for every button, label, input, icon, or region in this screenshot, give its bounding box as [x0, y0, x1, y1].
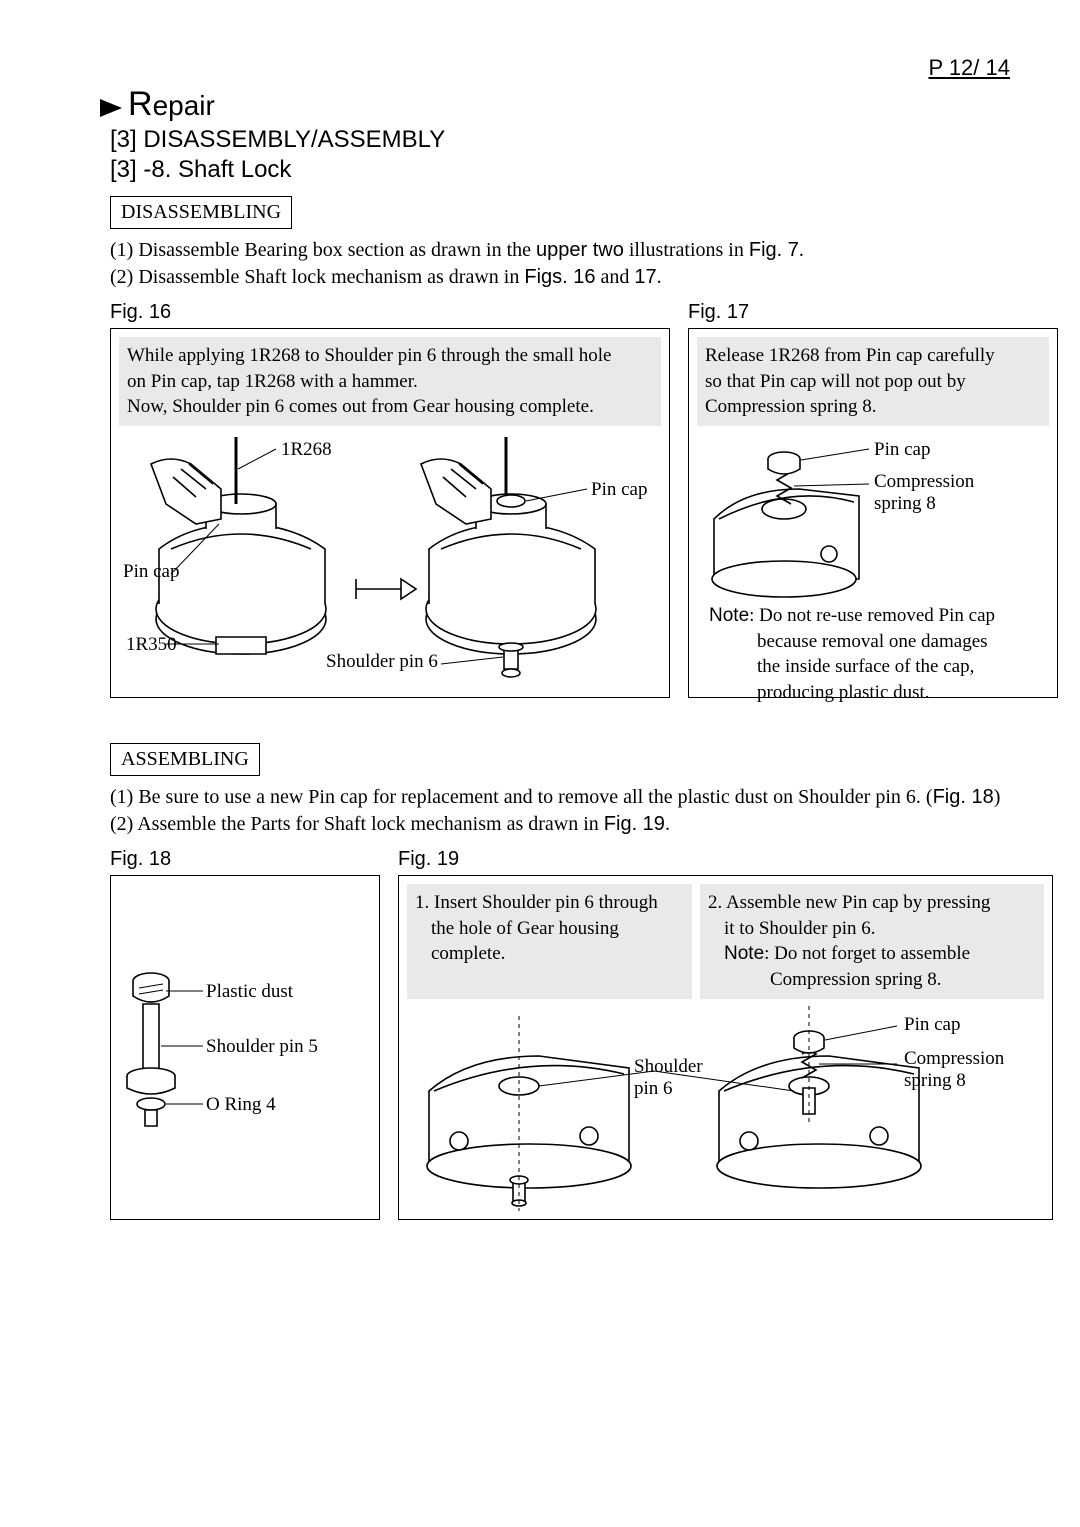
fig16-1r350-label: 1R350: [126, 634, 177, 656]
fig18-oring-label: O Ring 4: [206, 1094, 276, 1116]
disassembling-label: DISASSEMBLING: [110, 196, 292, 229]
fig19-shoulder-label: Shoulderpin 6: [634, 1056, 703, 1100]
fig18-pin-label: Shoulder pin 5: [206, 1036, 318, 1058]
fig19-pincap-label: Pin cap: [904, 1014, 960, 1036]
fig16-caption: While applying 1R268 to Shoulder pin 6 t…: [119, 337, 661, 426]
assembling-step-1: (1) Be sure to use a new Pin cap for rep…: [110, 784, 1020, 811]
arrow-right-icon: [100, 99, 122, 117]
title-initial: R: [128, 85, 153, 123]
fig19-wrapper: Fig. 19 1. Insert Shoulder pin 6 through…: [398, 848, 1053, 1220]
assembling-label: ASSEMBLING: [110, 743, 260, 776]
fig19-caption2: 2. Assemble new Pin cap by pressing it t…: [700, 884, 1044, 999]
fig16-pincap-right-label: Pin cap: [591, 479, 647, 501]
fig19-box: 1. Insert Shoulder pin 6 through the hol…: [398, 875, 1053, 1220]
assembling-step-2: (2) Assemble the Parts for Shaft lock me…: [110, 811, 1020, 838]
fig17-box: Release 1R268 from Pin cap carefully so …: [688, 328, 1058, 698]
subsection-heading: [3] -8. Shaft Lock: [110, 156, 1020, 184]
page: P 12/ 14 Repair [3] DISASSEMBLY/ASSEMBLY…: [0, 0, 1080, 1280]
fig16-shoulder-label: Shoulder pin 6: [326, 651, 438, 673]
fig19-caption1: 1. Insert Shoulder pin 6 through the hol…: [407, 884, 692, 999]
title-rest: epair: [153, 90, 215, 121]
fig16-pincap-left-label: Pin cap: [123, 561, 179, 583]
fig19-spring-label: Compressionspring 8: [904, 1048, 1004, 1092]
fig16-label: Fig. 16: [110, 301, 670, 324]
fig17-note: Note: Do not re-use removed Pin cap beca…: [709, 603, 1044, 706]
fig19-label: Fig. 19: [398, 848, 1053, 871]
section-heading: [3] DISASSEMBLY/ASSEMBLY: [110, 126, 1020, 154]
figure-row-1: Fig. 16 While applying 1R268 to Shoulder…: [110, 301, 1020, 698]
disassembling-step-2: (2) Disassemble Shaft lock mechanism as …: [110, 264, 1020, 291]
page-number: P 12/ 14: [928, 55, 1010, 81]
page-title: Repair: [100, 85, 1020, 124]
fig18-wrapper: Fig. 18: [110, 848, 380, 1220]
fig17-caption: Release 1R268 from Pin cap carefully so …: [697, 337, 1049, 426]
fig17-label: Fig. 17: [688, 301, 1058, 324]
disassembling-step-1: (1) Disassemble Bearing box section as d…: [110, 237, 1020, 264]
fig18-box: Plastic dust Shoulder pin 5 O Ring 4: [110, 875, 380, 1220]
fig17-spring-label: Compressionspring 8: [874, 471, 974, 515]
fig17-pincap-label: Pin cap: [874, 439, 930, 461]
fig18-dust-label: Plastic dust: [206, 981, 293, 1003]
fig16-1r268-label: 1R268: [281, 439, 332, 461]
fig16-wrapper: Fig. 16 While applying 1R268 to Shoulder…: [110, 301, 670, 698]
figure-row-2: Fig. 18: [110, 848, 1020, 1220]
fig19-captions: 1. Insert Shoulder pin 6 through the hol…: [407, 884, 1044, 999]
fig18-label: Fig. 18: [110, 848, 380, 871]
fig16-box: While applying 1R268 to Shoulder pin 6 t…: [110, 328, 670, 698]
fig17-wrapper: Fig. 17 Release 1R268 from Pin cap caref…: [688, 301, 1058, 698]
